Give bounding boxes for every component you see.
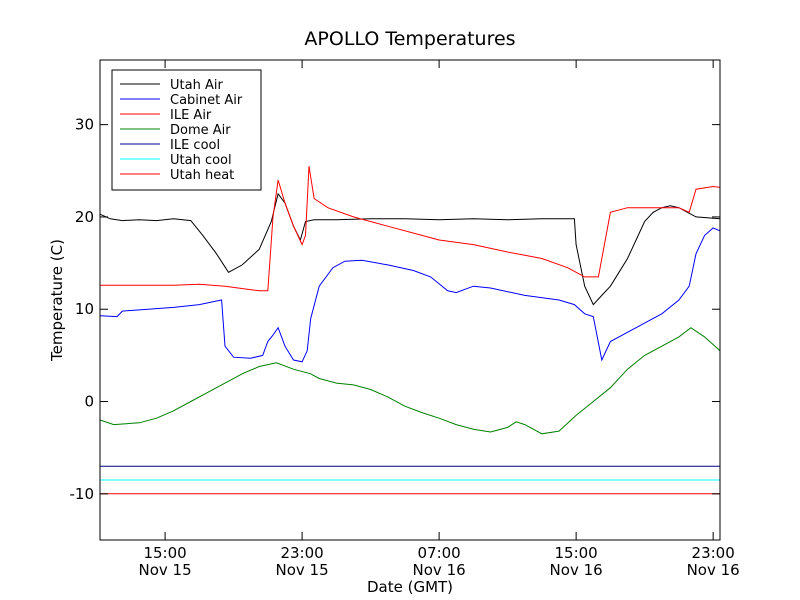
legend-label: Utah cool <box>170 153 232 168</box>
x-tick-label-date: Nov 16 <box>550 561 603 579</box>
x-tick-label-time: 15:00 <box>143 544 186 562</box>
y-tick-label: -10 <box>70 485 95 503</box>
series-layer <box>99 166 721 495</box>
legend-label: Utah Air <box>170 78 223 93</box>
y-tick-label: 20 <box>75 208 94 226</box>
y-tick-label: 30 <box>75 116 94 134</box>
x-tick-label-time: 15:00 <box>555 544 598 562</box>
y-axis-label: Temperature (C) <box>48 239 66 362</box>
x-tick-label-date: Nov 16 <box>413 561 466 579</box>
legend-label: Cabinet Air <box>170 93 243 108</box>
plot-frame <box>99 59 721 541</box>
y-tick-label: 0 <box>84 393 94 411</box>
legend-box <box>111 69 262 191</box>
x-tick-label-time: 23:00 <box>692 544 735 562</box>
legend-label: Utah heat <box>170 168 234 183</box>
series-line-utah-air <box>99 192 721 306</box>
series-line-cabinet-air <box>99 227 721 363</box>
x-tick-label-time: 07:00 <box>417 544 460 562</box>
legend-label: ILE cool <box>170 138 220 153</box>
legend-label: ILE Air <box>170 108 212 123</box>
chart-title: APOLLO Temperatures <box>304 28 515 50</box>
x-tick-label-date: Nov 15 <box>276 561 329 579</box>
legend-label: Dome Air <box>170 123 231 138</box>
series-line-dome-air <box>99 327 721 435</box>
series-line-ile-air <box>100 166 721 292</box>
y-tick-label: 10 <box>75 300 94 318</box>
x-tick-label-date: Nov 15 <box>139 561 192 579</box>
x-tick-label-date: Nov 16 <box>687 561 740 579</box>
x-tick-label-time: 23:00 <box>280 544 323 562</box>
x-axis-label: Date (GMT) <box>367 578 453 596</box>
